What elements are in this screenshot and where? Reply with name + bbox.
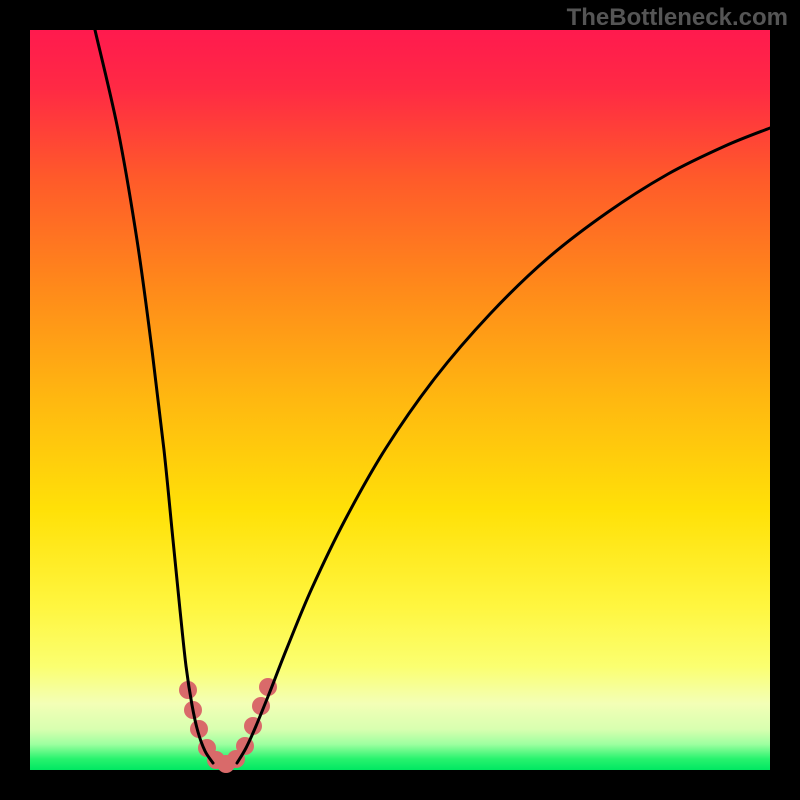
watermark-text: TheBottleneck.com [567, 4, 788, 32]
gradient-background [30, 30, 770, 770]
plot-svg [0, 0, 800, 800]
plot-area [30, 30, 770, 770]
